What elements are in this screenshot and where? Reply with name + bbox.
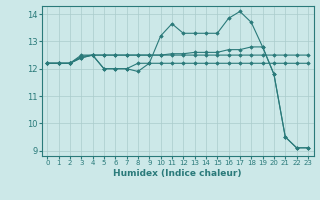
X-axis label: Humidex (Indice chaleur): Humidex (Indice chaleur): [113, 169, 242, 178]
